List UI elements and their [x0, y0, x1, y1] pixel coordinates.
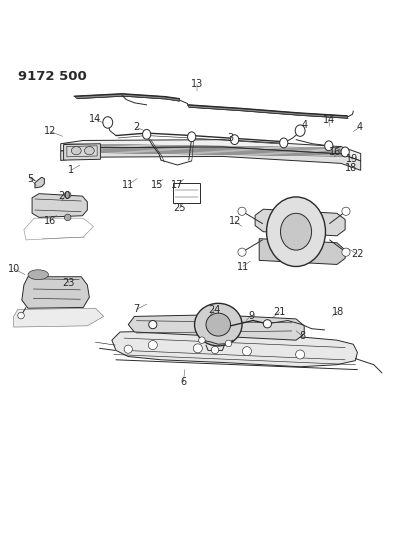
Ellipse shape — [238, 248, 246, 256]
Text: 16: 16 — [329, 147, 341, 157]
Text: 9172 500: 9172 500 — [18, 70, 87, 83]
Ellipse shape — [341, 147, 349, 157]
Text: 18: 18 — [332, 306, 344, 317]
Text: 13: 13 — [191, 79, 203, 90]
Text: 5: 5 — [27, 174, 33, 183]
Text: 20: 20 — [59, 191, 71, 201]
Text: 14: 14 — [89, 114, 102, 124]
Ellipse shape — [206, 313, 231, 336]
Text: 25: 25 — [173, 204, 186, 213]
Polygon shape — [128, 315, 304, 340]
Ellipse shape — [231, 135, 239, 144]
Polygon shape — [35, 177, 44, 188]
Ellipse shape — [71, 147, 81, 155]
Text: 4: 4 — [301, 120, 307, 130]
Ellipse shape — [64, 191, 71, 198]
Text: 12: 12 — [229, 216, 241, 227]
Ellipse shape — [280, 138, 288, 148]
Ellipse shape — [296, 350, 304, 359]
Text: 6: 6 — [180, 377, 187, 387]
Ellipse shape — [325, 141, 333, 151]
Ellipse shape — [242, 346, 251, 356]
Text: 1: 1 — [68, 165, 74, 175]
Polygon shape — [255, 209, 345, 236]
Polygon shape — [61, 147, 360, 171]
Ellipse shape — [263, 320, 272, 328]
Polygon shape — [63, 144, 101, 160]
Ellipse shape — [267, 197, 325, 266]
Polygon shape — [259, 239, 345, 264]
Ellipse shape — [84, 147, 94, 155]
Text: 11: 11 — [237, 262, 249, 271]
Text: 8: 8 — [299, 331, 305, 341]
Polygon shape — [14, 308, 104, 327]
Text: 12: 12 — [44, 126, 57, 136]
Ellipse shape — [199, 337, 205, 343]
Ellipse shape — [149, 320, 157, 329]
FancyBboxPatch shape — [173, 183, 200, 203]
Text: 24: 24 — [208, 305, 220, 316]
Polygon shape — [22, 277, 89, 308]
Ellipse shape — [342, 207, 350, 215]
Ellipse shape — [124, 345, 132, 353]
Polygon shape — [74, 94, 179, 101]
Ellipse shape — [103, 117, 113, 128]
Text: 18: 18 — [345, 163, 357, 173]
Text: 23: 23 — [63, 278, 75, 288]
Polygon shape — [112, 331, 358, 367]
Ellipse shape — [295, 125, 305, 136]
Ellipse shape — [143, 130, 151, 139]
Ellipse shape — [194, 303, 242, 346]
Ellipse shape — [238, 207, 246, 215]
Text: 7: 7 — [133, 304, 140, 314]
Text: 22: 22 — [351, 249, 364, 259]
Ellipse shape — [342, 248, 350, 256]
Text: 11: 11 — [122, 180, 134, 190]
Ellipse shape — [281, 213, 311, 250]
Text: 3: 3 — [227, 133, 234, 143]
Text: 9: 9 — [248, 311, 254, 321]
Polygon shape — [61, 140, 360, 161]
Ellipse shape — [193, 344, 202, 353]
Text: 17: 17 — [171, 180, 183, 190]
Ellipse shape — [225, 340, 232, 346]
Text: 2: 2 — [133, 123, 140, 132]
Ellipse shape — [148, 341, 157, 350]
Text: 10: 10 — [7, 263, 20, 273]
Text: 19: 19 — [346, 154, 358, 164]
Text: 14: 14 — [323, 115, 335, 125]
Ellipse shape — [211, 346, 219, 354]
Polygon shape — [32, 193, 87, 217]
Ellipse shape — [187, 132, 196, 142]
Text: 16: 16 — [44, 216, 56, 225]
Ellipse shape — [64, 214, 71, 221]
Ellipse shape — [18, 312, 24, 319]
Ellipse shape — [28, 270, 49, 280]
Text: 15: 15 — [151, 180, 163, 190]
Text: 4: 4 — [356, 123, 363, 132]
Polygon shape — [187, 105, 348, 118]
Text: 21: 21 — [274, 308, 286, 317]
